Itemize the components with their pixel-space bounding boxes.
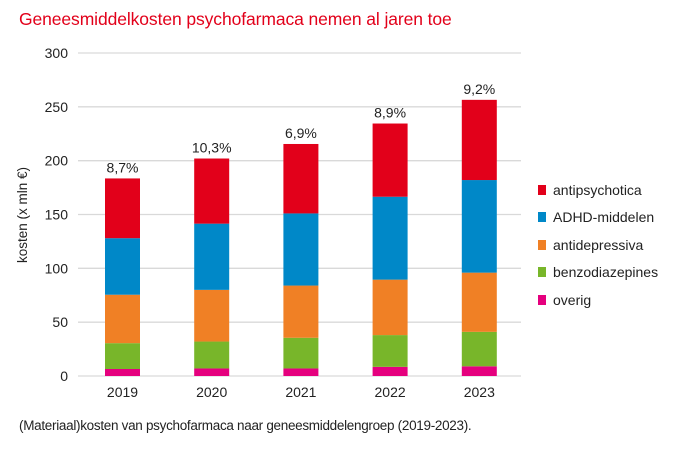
bars — [105, 99, 497, 376]
x-tick-label: 2021 — [285, 384, 316, 400]
y-tick-label: 50 — [52, 314, 68, 330]
y-tick-label: 200 — [45, 153, 69, 169]
bar-segment-adhd-middelen — [105, 238, 140, 295]
y-tick-label: 100 — [45, 260, 69, 276]
bar-segment-antidepressiva — [283, 285, 319, 338]
caption: (Materiaal)kosten van psychofarmaca naar… — [19, 418, 472, 433]
growth-label: 8,7% — [107, 159, 139, 175]
bar-segment-overig — [283, 368, 319, 376]
bar-segment-antipsychotica — [283, 143, 319, 214]
growth-label: 6,9% — [285, 125, 317, 141]
legend-label: benzodiazepines — [553, 264, 659, 281]
bar-stack-2022 — [372, 123, 408, 376]
growth-label: 9,2% — [463, 81, 495, 97]
legend-swatch — [538, 212, 546, 223]
y-tick-label: 300 — [45, 45, 69, 61]
bar-segment-antipsychotica — [461, 99, 497, 181]
bar-segment-antidepressiva — [105, 294, 140, 344]
bar-segment-antipsychotica — [105, 178, 140, 239]
x-axis-ticks: 2019 2020 2021 2022 2023 — [107, 384, 495, 400]
bar-segment-adhd-middelen — [283, 213, 319, 286]
bar-segment-benzodiazepines — [105, 343, 140, 370]
bar-segment-overig — [372, 366, 408, 376]
legend-item: antipsychotica — [538, 176, 658, 204]
bar-stack-2021 — [283, 143, 319, 376]
growth-label: 10,3% — [192, 140, 232, 156]
bar-segment-overig — [194, 368, 230, 376]
chart-title: Geneesmiddelkosten psychofarmaca nemen a… — [19, 9, 452, 29]
y-axis-label: kosten (x mln €) — [15, 167, 30, 263]
bar-segment-antipsychotica — [372, 123, 408, 197]
bar-segment-antidepressiva — [461, 272, 497, 332]
bar-stack-2023 — [461, 99, 497, 376]
y-tick-label: 250 — [45, 99, 69, 115]
bar-segment-overig — [461, 366, 497, 376]
bar-segment-benzodiazepines — [461, 331, 497, 367]
x-tick-label: 2022 — [375, 384, 406, 400]
y-axis-ticks: 0 50 100 150 200 250 300 — [45, 45, 69, 384]
bar-segment-antidepressiva — [372, 279, 408, 336]
bar-segment-antipsychotica — [194, 158, 230, 224]
x-tick-label: 2023 — [464, 384, 495, 400]
bar-segment-benzodiazepines — [194, 341, 230, 369]
legend-label: antipsychotica — [553, 181, 642, 198]
data-labels: 8,7% 10,3% 6,9% 8,9% 9,2% — [107, 81, 496, 176]
legend-item: overig — [538, 286, 658, 314]
bar-segment-antidepressiva — [194, 289, 230, 342]
x-tick-label: 2019 — [107, 384, 138, 400]
bar-segment-benzodiazepines — [372, 335, 408, 367]
bar-segment-overig — [105, 369, 140, 376]
legend-item: benzodiazepines — [538, 259, 658, 287]
bar-stack-2019 — [105, 178, 140, 376]
bar-segment-adhd-middelen — [461, 180, 497, 273]
growth-label: 8,9% — [374, 105, 406, 121]
y-tick-label: 150 — [45, 207, 69, 223]
bar-segment-adhd-middelen — [372, 196, 408, 280]
y-tick-label: 0 — [60, 368, 68, 384]
legend-label: ADHD-middelen — [553, 209, 655, 226]
legend: antipsychotica ADHD-middelen antidepressiv… — [538, 176, 658, 314]
legend-label: antidepressiva — [553, 236, 644, 253]
legend-item: ADHD-middelen — [538, 204, 658, 232]
legend-swatch — [538, 239, 546, 250]
legend-label: overig — [553, 291, 592, 308]
x-tick-label: 2020 — [196, 384, 227, 400]
bar-segment-benzodiazepines — [283, 337, 319, 369]
bar-segment-adhd-middelen — [194, 223, 230, 290]
legend-swatch — [538, 294, 546, 305]
legend-swatch — [538, 267, 546, 278]
bar-stack-2020 — [194, 158, 230, 376]
legend-item: antidepressiva — [538, 231, 658, 259]
legend-swatch — [538, 184, 546, 195]
